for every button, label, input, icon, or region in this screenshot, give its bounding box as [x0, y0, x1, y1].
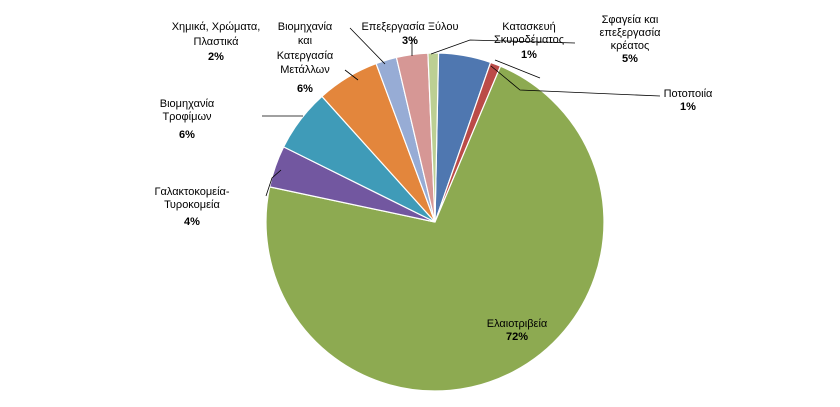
- pie-slices: [265, 52, 605, 392]
- leader-line-6: [349, 27, 386, 65]
- leader-line-5: [344, 69, 359, 81]
- leader-line-0: [494, 59, 541, 79]
- slice-label-name-1-0: Ποτοποιία: [664, 88, 713, 100]
- slice-label-name-7-0: Επεξεργασία Ξύλου: [361, 21, 458, 33]
- leader-line-1: [490, 65, 661, 97]
- slice-label-value-2: 72%: [506, 331, 528, 343]
- slice-2: [265, 65, 605, 392]
- slice-label-name-4-0: Βιομηχανία: [160, 98, 215, 110]
- slice-label-value-3: 4%: [184, 216, 200, 228]
- leader-lines: [262, 27, 661, 197]
- slice-label-name-4-1: Τροφίμων: [162, 111, 212, 123]
- slice-label-value-0: 5%: [622, 53, 638, 65]
- slice-label-name-5-2: Κατεργασία: [277, 50, 334, 62]
- slice-label-name-0-2: κρέατος: [611, 40, 650, 52]
- slice-label-name-2-0: Ελαιοτριβεία: [487, 318, 548, 330]
- slice-label-name-8-0: Κατασκευή: [502, 21, 555, 33]
- slice-label-value-6: 2%: [208, 51, 224, 63]
- slice-label-value-8: 1%: [521, 49, 537, 61]
- leader-line-8: [430, 39, 576, 55]
- slice-label-name-5-0: Βιομηχανία: [278, 21, 333, 33]
- slice-label-name-3-0: Γαλακτοκομεία-: [154, 186, 229, 198]
- slice-label-name-3-1: Τυροκομεία: [164, 199, 220, 211]
- slice-label-name-6-0: Χημικά, Χρώματα,: [172, 21, 261, 33]
- slice-label-name-0-0: Σφαγεία και: [602, 14, 659, 26]
- slice-label-value-4: 6%: [179, 129, 195, 141]
- slice-label-name-5-1: και: [298, 35, 313, 47]
- slice-label-value-5: 6%: [297, 83, 313, 95]
- slice-label-value-7: 3%: [402, 35, 418, 47]
- slice-label-value-1: 1%: [680, 101, 696, 113]
- leader-line-3: [265, 169, 282, 197]
- slice-label-name-0-1: επεξεργασία: [600, 27, 662, 39]
- slice-label-name-5-3: Μετάλλων: [280, 64, 330, 76]
- slice-label-name-8-1: Σκυροδέματος: [494, 34, 564, 46]
- slice-label-name-6-1: Πλαστικά: [194, 36, 240, 48]
